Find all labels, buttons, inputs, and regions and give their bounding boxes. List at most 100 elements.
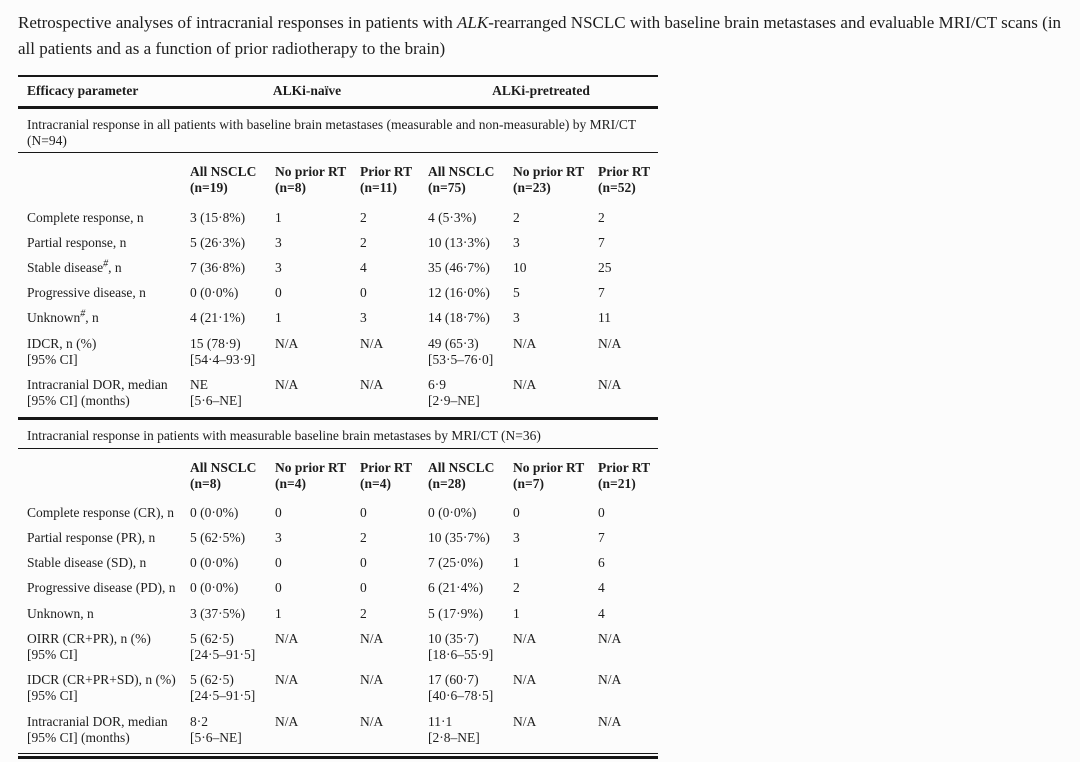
section-heading: Intracranial response in all patients wi… (18, 109, 658, 154)
table-cell: N/A (513, 376, 537, 392)
table-cell: 7 (598, 234, 605, 250)
row-label-text: Intracranial DOR, median [95% CI] (month… (27, 713, 168, 745)
row-label-text: Unknown, n (27, 605, 94, 621)
table-cell: 0 (275, 555, 282, 571)
table-cell: 11·1 [2·8–NE] (428, 713, 480, 745)
table-cell: N/A (598, 376, 622, 392)
table-cell: 49 (65·3) [53·5–76·0] (428, 335, 494, 367)
table-cell: N/A (598, 630, 622, 646)
table-cell: 3 (275, 234, 282, 250)
table-cell: 1 (275, 605, 282, 621)
table-row: Stable disease (SD), n 0 (0·0%) 0 0 7 (25·0%… (18, 551, 658, 576)
table-cell: 0 (513, 504, 520, 520)
row-label-text: Partial response (PR), n (27, 530, 156, 546)
table-cell: N/A (360, 672, 384, 688)
table-cell: 4 (598, 580, 605, 596)
table-cell: 7 (36·8%) (190, 260, 246, 275)
table-caption: Retrospective analyses of intracranial r… (18, 10, 1062, 63)
row-label-text: Partial response, n (27, 234, 127, 250)
table-cell: N/A (598, 672, 622, 688)
table-cell: 2 (513, 209, 520, 225)
table-cell: 0 (275, 504, 282, 520)
table-cell: 3 (513, 530, 520, 546)
row-label-text: Progressive disease, n (27, 285, 146, 301)
table-cell: 0 (275, 285, 282, 301)
table-cell: 1 (513, 605, 520, 621)
table-row: OIRR (CR+PR), n (%) [95% CI] 5 (62·5) [24… (18, 627, 658, 668)
caption-gene-italic: ALK (457, 13, 489, 32)
table-cell: 2 (360, 530, 367, 546)
table-cell: 8·2 [5·6–NE] (190, 713, 242, 745)
table-cell: 3 (275, 530, 282, 546)
table-cell: N/A (275, 630, 299, 646)
table-cell: 35 (46·7%) (428, 260, 490, 275)
column-header: All NSCLC (n=19) (190, 164, 257, 196)
table-cell: N/A (513, 335, 537, 351)
table-cell: 0 (0·0%) (428, 504, 477, 520)
row-label-text: Unknown (27, 310, 81, 326)
efficacy-table: Efficacy parameter ALKi-naïve ALKi-pretr… (18, 74, 658, 759)
row-label: Intracranial DOR, median [95% CI] (month… (18, 373, 190, 414)
table-cell: 0 (360, 580, 367, 596)
table-row: Complete response (CR), n 0 (0·0%) 0 0 0 (0·… (18, 501, 658, 526)
column-header: All NSCLC (n=75) (428, 164, 495, 196)
table-row: Complete response, n 3 (15·8%) 1 2 4 (5·3%) 2… (18, 206, 658, 231)
table-cell: N/A (598, 335, 622, 351)
table-group-header-row: Efficacy parameter ALKi-naïve ALKi-pretr… (18, 77, 658, 109)
row-label: Complete response (CR), n (18, 501, 190, 526)
column-header: All NSCLC (n=28) (428, 459, 495, 491)
table-cell: 6·9 [2·9–NE] (428, 376, 480, 409)
table-cell: 5 (26·3%) (190, 234, 246, 250)
table-cell: N/A (360, 630, 384, 646)
row-label: Unknown#, n (18, 306, 190, 331)
table-cell: 5 (62·5) [24·5–91·5] (190, 672, 256, 704)
row-label-text: Progressive disease (PD), n (27, 580, 176, 596)
table-cell: N/A (360, 713, 384, 729)
table-cell: 2 (360, 234, 367, 250)
table-cell: 10 (35·7) [18·6–55·9] (428, 630, 494, 662)
table-cell: N/A (513, 630, 537, 646)
column-header-efficacy-parameter: Efficacy parameter (27, 82, 139, 98)
table-cell: 3 (275, 260, 282, 275)
table-row: Partial response, n 5 (26·3%) 3 2 10 (13·3%)… (18, 231, 658, 256)
table-section: Intracranial response in all patients wi… (18, 109, 658, 414)
table-cell: 4 (5·3%) (428, 209, 477, 225)
table-cell: 4 (360, 260, 367, 275)
table-cell: 7 (598, 530, 605, 546)
table-row: Unknown, n 3 (37·5%) 1 2 5 (17·9%) 1 4 (18, 602, 658, 627)
column-header: Prior RT (n=11) (360, 164, 413, 196)
row-label-text: Stable disease (27, 260, 104, 275)
table-cell: 0 (360, 555, 367, 571)
table-section: Intracranial response in patients with m… (18, 417, 658, 751)
row-label: Progressive disease (PD), n (18, 576, 190, 601)
table-cell: 5 (62·5) [24·5–91·5] (190, 630, 256, 662)
table-cell: 5 (62·5%) (190, 530, 246, 546)
table-cell: 6 (21·4%) (428, 580, 484, 596)
row-label: OIRR (CR+PR), n (%) [95% CI] (18, 627, 190, 668)
row-label: Partial response (PR), n (18, 526, 190, 551)
table-cell: N/A (513, 713, 537, 729)
table-row: Partial response (PR), n 5 (62·5%) 3 2 10 (3… (18, 526, 658, 551)
row-label-suffix: , n (85, 310, 99, 326)
column-header: No prior RT (n=23) (513, 164, 585, 196)
row-label: Partial response, n (18, 231, 190, 256)
table-cell: 3 (513, 310, 520, 326)
table-cell: 2 (360, 209, 367, 225)
column-header-row: All NSCLC (n=8) No prior RT (n=4) Prior RT… (18, 451, 658, 501)
table-row: Progressive disease (PD), n 0 (0·0%) 0 0 6 (… (18, 576, 658, 601)
column-header-spacer (18, 155, 190, 205)
column-header: No prior RT (n=8) (275, 164, 347, 196)
table-cell: 0 (598, 504, 605, 520)
table-cell: 14 (18·7%) (428, 310, 490, 326)
row-label-text: Complete response, n (27, 209, 144, 225)
row-label: Stable disease (SD), n (18, 551, 190, 576)
table-cell: 2 (598, 209, 605, 225)
row-label: Unknown, n (18, 602, 190, 627)
table-cell: 7 (598, 285, 605, 301)
column-header-alki-naive: ALKi-naïve (272, 82, 342, 98)
column-header-alki-pretreated: ALKi-pretreated (492, 82, 590, 98)
table-cell: N/A (360, 335, 384, 351)
table-cell: 3 (513, 234, 520, 250)
section-heading: Intracranial response in patients with m… (18, 420, 658, 449)
